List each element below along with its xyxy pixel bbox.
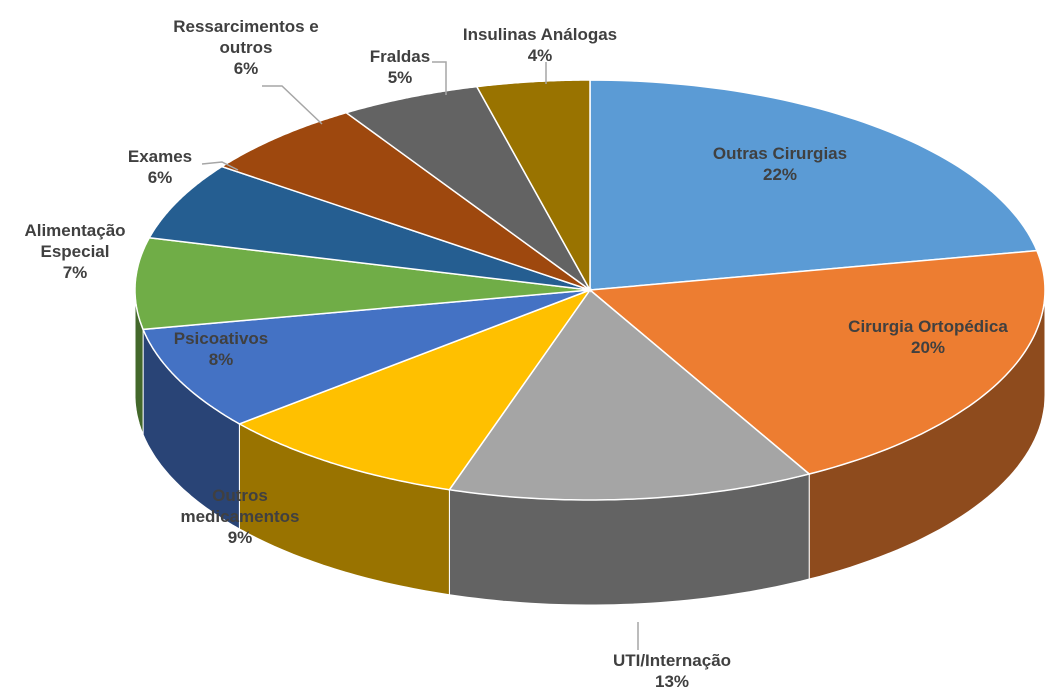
slice	[344, 85, 591, 291]
category-label: Exames	[127, 147, 193, 166]
slice	[134, 236, 591, 331]
category-label: Cirurgia Ortopédica	[848, 317, 1008, 336]
slice	[220, 111, 591, 291]
slice	[475, 79, 591, 293]
data-label: Exames 6%	[100, 146, 220, 188]
category-label: Ressarcimentos e outros	[173, 17, 319, 57]
leader-line	[432, 61, 447, 95]
value-label: 5%	[387, 68, 413, 87]
leader-line	[262, 85, 323, 125]
value-label: 8%	[208, 350, 234, 369]
category-label: UTI/Internação	[612, 651, 732, 670]
value-label: 9%	[227, 528, 253, 547]
slice	[148, 165, 591, 291]
data-label: Fraldas 5%	[350, 46, 450, 88]
leader-line	[201, 161, 239, 171]
data-label: Outros medicamentos 9%	[170, 485, 310, 548]
data-label: Outras Cirurgias 22%	[680, 143, 880, 185]
value-label: 22%	[762, 165, 798, 184]
data-label: UTI/Internação 13%	[562, 650, 782, 692]
data-label: Alimentação Especial 7%	[0, 220, 150, 283]
data-label: Cirurgia Ortopédica 20%	[818, 316, 1038, 358]
value-label: 6%	[147, 168, 173, 187]
slice	[589, 79, 1038, 291]
value-label: 13%	[654, 672, 690, 691]
value-label: 20%	[910, 338, 946, 357]
value-label: 4%	[527, 46, 553, 65]
value-label: 6%	[233, 59, 259, 78]
slice	[237, 288, 593, 491]
category-label: Psicoativos	[173, 329, 269, 348]
value-label: 7%	[62, 263, 88, 282]
category-label: Fraldas	[369, 47, 431, 66]
category-label: Outras Cirurgias	[712, 144, 848, 163]
data-label: Ressarcimentos e outros 6%	[156, 16, 336, 79]
category-label: Outros medicamentos	[180, 486, 300, 526]
category-label: Alimentação Especial	[24, 221, 126, 261]
slice	[448, 288, 811, 501]
data-label: Insulinas Análogas 4%	[430, 24, 650, 66]
category-label: Insulinas Análogas	[462, 25, 618, 44]
data-label: Psicoativos 8%	[146, 328, 296, 370]
slice	[588, 249, 1046, 475]
slice	[142, 289, 591, 425]
